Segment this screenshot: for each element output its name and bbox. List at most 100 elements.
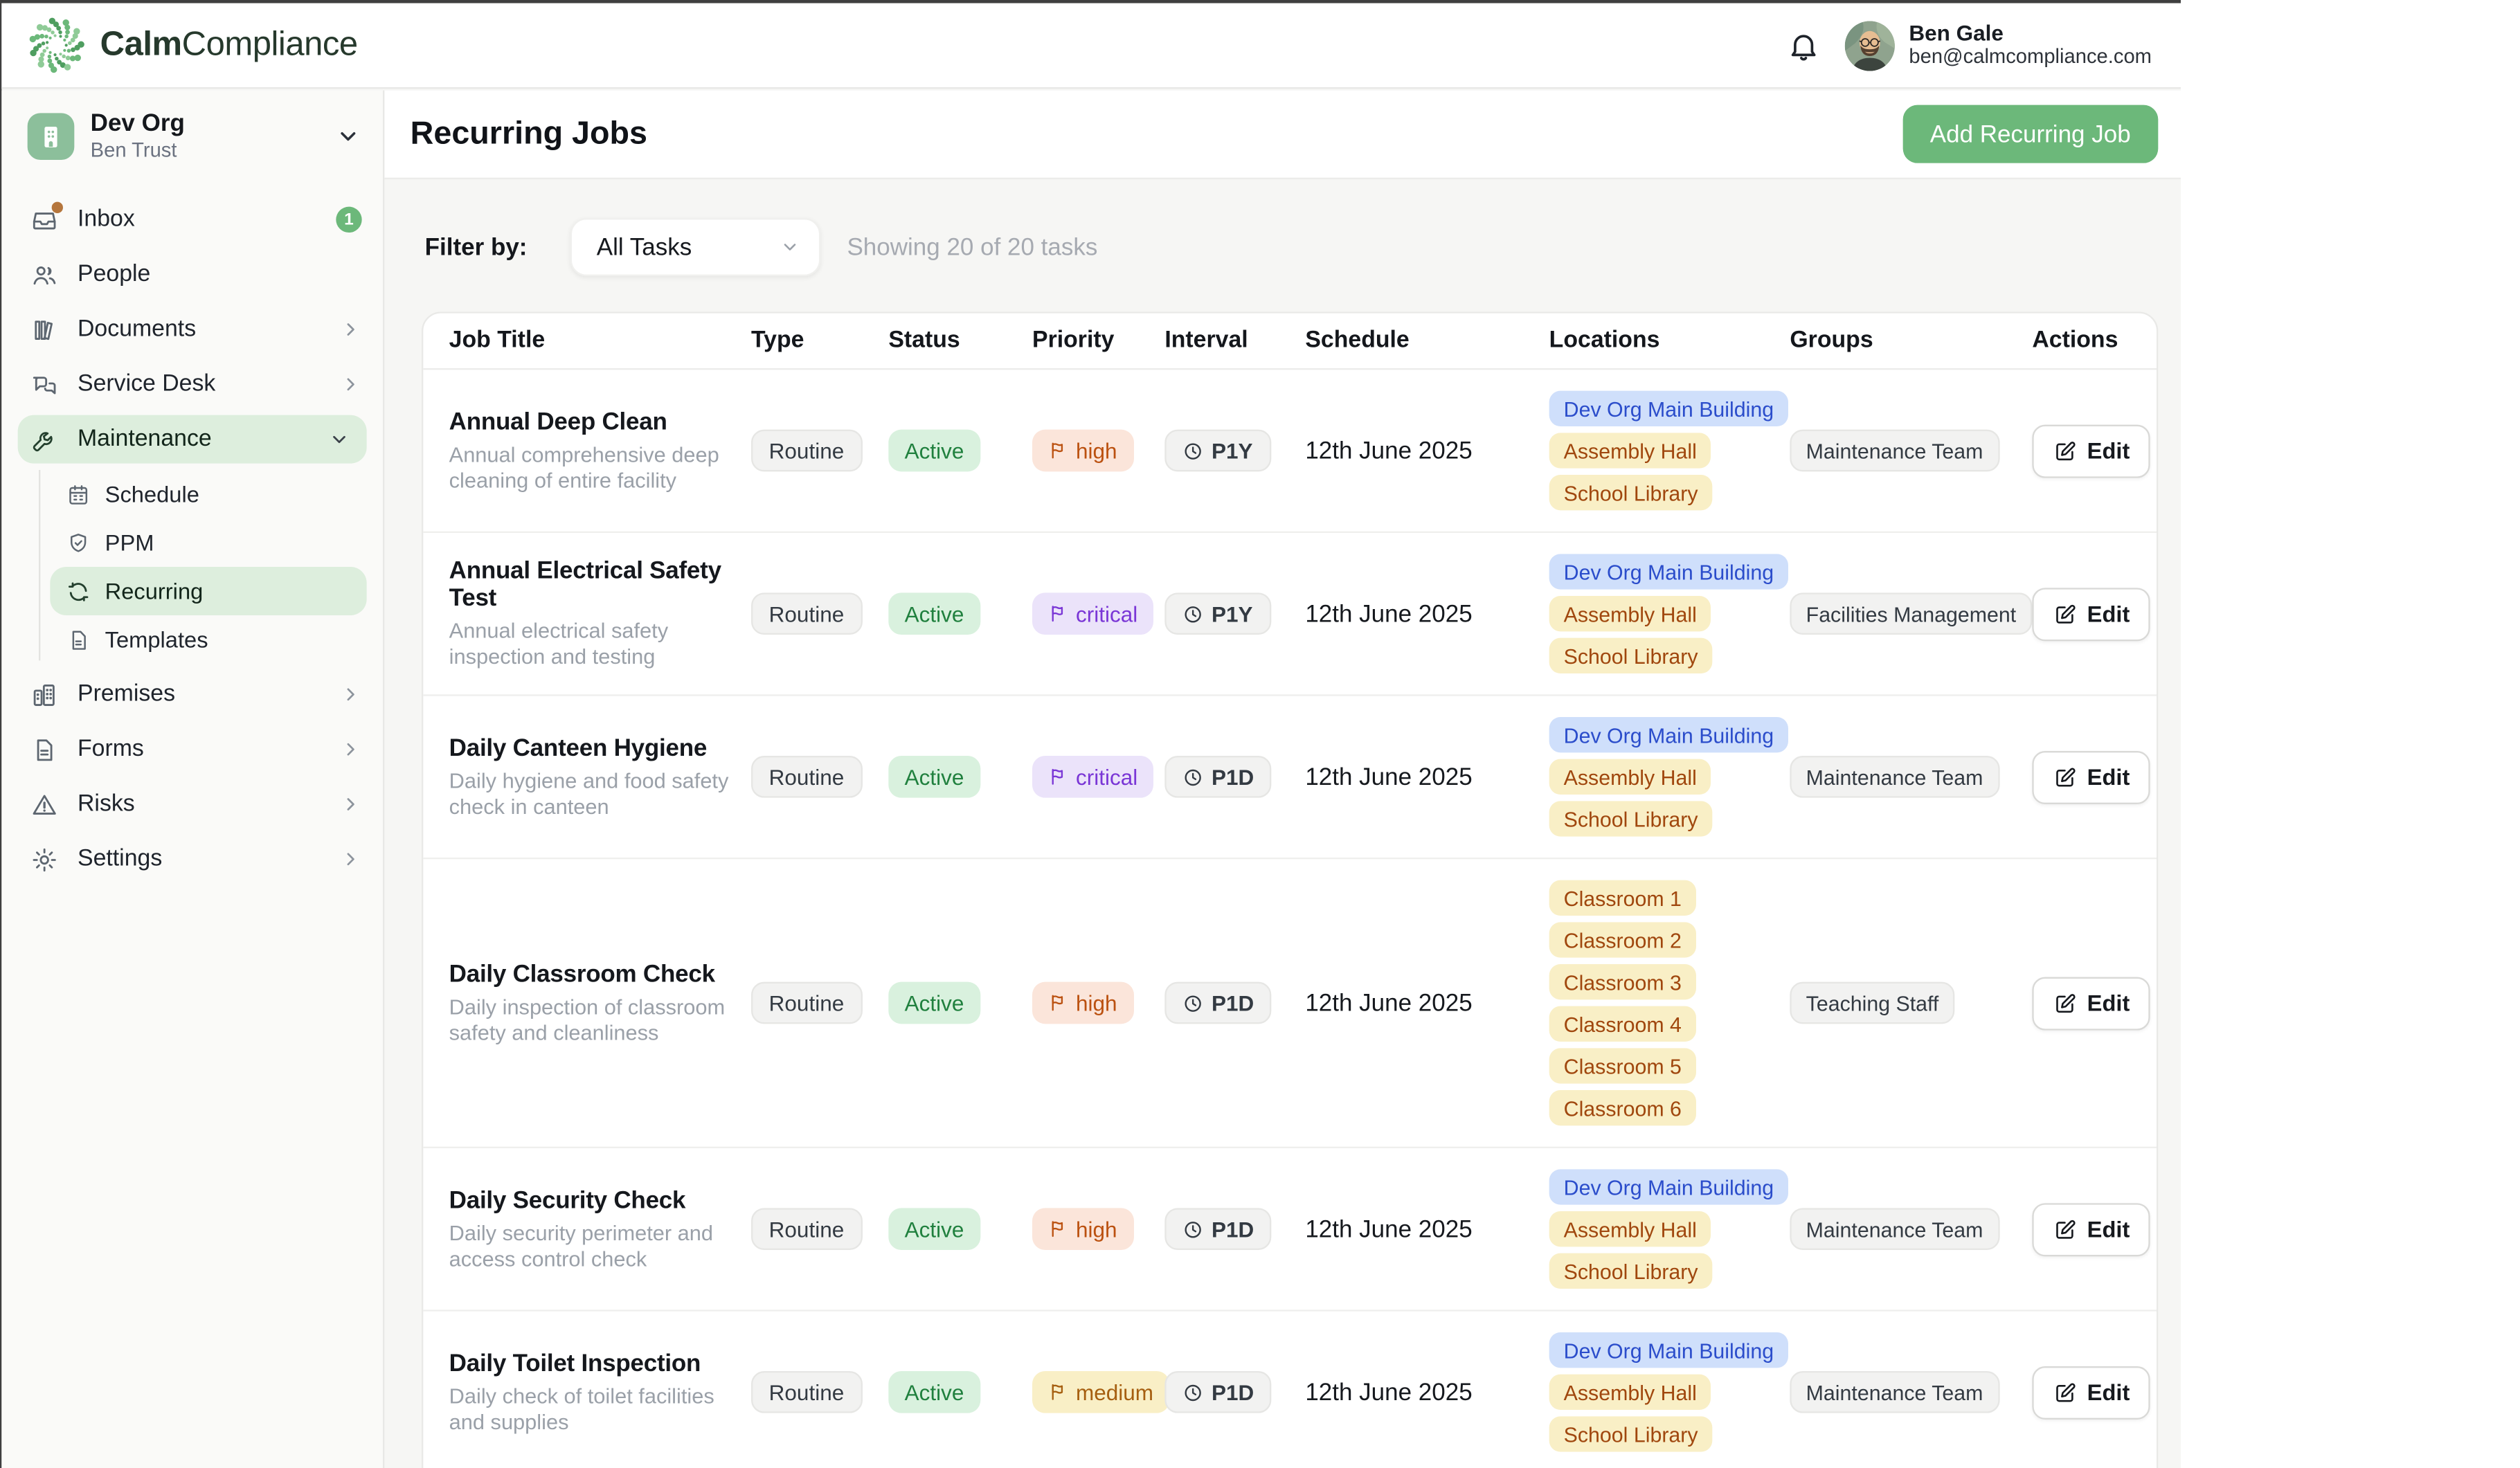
location-chip: School Library xyxy=(1549,637,1713,673)
locations-cell: Dev Org Main Building Assembly Hall School… xyxy=(1549,541,1790,687)
sidebar-item-schedule[interactable]: Schedule xyxy=(50,470,366,518)
table-header-cell: Groups xyxy=(1790,327,1873,354)
actions-cell: Edit xyxy=(2032,1202,2151,1256)
location-chip: Classroom 1 xyxy=(1549,880,1696,916)
sidebar-item-risks[interactable]: Risks xyxy=(1,777,383,831)
job-cell: Annual Deep Clean Annual comprehensive de… xyxy=(449,408,751,493)
priority-badge: medium xyxy=(1032,1370,1170,1413)
edit-button[interactable]: Edit xyxy=(2032,1202,2151,1256)
interval-cell: P1D xyxy=(1164,981,1305,1024)
table-header-cell: Priority xyxy=(1032,327,1115,354)
location-chip: Assembly Hall xyxy=(1549,1211,1711,1247)
type-badge: Routine xyxy=(750,755,862,798)
groups-cell: Facilities Management xyxy=(1790,592,2033,635)
job-description: Annual comprehensive deep cleaning of en… xyxy=(449,442,719,492)
job-cell: Annual Electrical Safety Test Annual elec… xyxy=(449,557,751,669)
sidebar-item-label: Maintenance xyxy=(77,426,212,453)
type-cell: Routine xyxy=(750,1370,888,1413)
org-selector[interactable]: Dev Org Ben Trust xyxy=(1,91,383,183)
table-row: Annual Electrical Safety Test Annual elec… xyxy=(423,533,2157,696)
interval-label: P1D xyxy=(1211,1379,1254,1404)
interval-cell: P1Y xyxy=(1164,592,1305,635)
group-badge: Maintenance Team xyxy=(1790,755,1999,798)
priority-label: critical xyxy=(1075,601,1138,626)
flag-icon xyxy=(1048,1382,1068,1402)
user-menu[interactable]: Ben Gale ben@calmcompliance.com xyxy=(1844,20,2152,71)
forms-icon xyxy=(30,736,58,763)
chevron-right-icon xyxy=(339,793,362,816)
status-cell: Active xyxy=(888,429,1032,472)
priority-cell: high xyxy=(1032,429,1164,472)
documents-icon xyxy=(30,316,58,343)
filter-label: Filter by: xyxy=(424,233,528,261)
location-chip: Dev Org Main Building xyxy=(1549,554,1789,590)
table-header-cell: Status xyxy=(888,327,960,354)
sidebar-item-settings[interactable]: Settings xyxy=(1,832,383,887)
sidebar-subitem-label: Recurring xyxy=(105,578,204,604)
sidebar-item-maintenance[interactable]: Maintenance xyxy=(17,415,367,464)
interval-label: P1D xyxy=(1211,764,1254,789)
sidebar-item-templates[interactable]: Templates xyxy=(50,615,366,664)
flag-icon xyxy=(1048,441,1068,460)
sidebar-item-label: People xyxy=(77,261,151,288)
edit-icon xyxy=(2053,601,2078,626)
job-title: Annual Deep Clean xyxy=(449,408,667,436)
location-chip: Assembly Hall xyxy=(1549,759,1711,795)
clock-icon xyxy=(1182,766,1203,787)
edit-label: Edit xyxy=(2087,1215,2130,1242)
filter-select[interactable]: All Tasks xyxy=(570,217,822,276)
table-header-cell: Type xyxy=(750,327,804,354)
sidebar-item-service-desk[interactable]: Service Desk xyxy=(1,357,383,412)
settings-icon xyxy=(30,845,58,873)
sidebar-item-recurring[interactable]: Recurring xyxy=(50,566,367,615)
sidebar-item-inbox[interactable]: Inbox 1 xyxy=(1,192,383,247)
sidebar-item-forms[interactable]: Forms xyxy=(1,722,383,777)
table-header-row: Job Title Type Status Priority Interval Sched… xyxy=(423,314,2157,370)
main-content: Recurring Jobs Add Recurring Job Filter … xyxy=(384,90,2181,1468)
job-description: Annual electrical safety inspection and … xyxy=(449,619,669,669)
table-row: Daily Toilet Inspection Daily check of to… xyxy=(423,1312,2157,1468)
interval-cell: P1D xyxy=(1164,755,1305,798)
flag-icon xyxy=(1048,767,1068,786)
job-cell: Daily Canteen Hygiene Daily hygiene and f… xyxy=(449,734,751,819)
edit-icon xyxy=(2053,1217,2078,1241)
brand-logo[interactable]: CalmCompliance xyxy=(28,16,358,74)
chevron-right-icon xyxy=(339,738,362,761)
edit-button[interactable]: Edit xyxy=(2032,750,2151,804)
location-chip: School Library xyxy=(1549,801,1713,837)
locations-cell: Dev Org Main Building Assembly Hall School… xyxy=(1549,378,1790,523)
group-badge: Maintenance Team xyxy=(1790,1208,1999,1250)
priority-cell: critical xyxy=(1032,755,1164,798)
priority-badge: high xyxy=(1032,1208,1133,1250)
flag-icon xyxy=(1048,1220,1068,1239)
sidebar-item-documents[interactable]: Documents xyxy=(1,302,383,356)
sidebar-item-people[interactable]: People xyxy=(1,247,383,302)
group-badge: Maintenance Team xyxy=(1790,1370,1999,1413)
sidebar-item-label: Premises xyxy=(77,681,176,707)
sidebar-item-premises[interactable]: Premises xyxy=(1,667,383,722)
edit-button[interactable]: Edit xyxy=(2032,587,2151,641)
job-title: Daily Toilet Inspection xyxy=(449,1349,701,1377)
actions-cell: Edit xyxy=(2032,424,2151,478)
add-recurring-job-button[interactable]: Add Recurring Job xyxy=(1902,105,2159,163)
status-cell: Active xyxy=(888,1370,1032,1413)
edit-button[interactable]: Edit xyxy=(2032,976,2151,1030)
notifications-bell-icon[interactable] xyxy=(1786,28,1820,62)
status-cell: Active xyxy=(888,592,1032,635)
app-window: CalmCompliance xyxy=(0,0,2181,1468)
edit-button[interactable]: Edit xyxy=(2032,1365,2151,1419)
table-header-cell: Job Title xyxy=(449,327,546,354)
locations-cell: Dev Org Main Building Assembly Hall School… xyxy=(1549,1157,1790,1302)
page-title: Recurring Jobs xyxy=(410,115,647,152)
schedule-date: 12th June 2025 xyxy=(1305,989,1473,1017)
priority-label: medium xyxy=(1075,1379,1154,1404)
sidebar-item-ppm[interactable]: PPM xyxy=(50,518,366,567)
sidebar-subitem-label: Schedule xyxy=(105,481,199,507)
type-badge: Routine xyxy=(750,429,862,472)
table-row: Daily Classroom Check Daily inspection of… xyxy=(423,859,2157,1148)
job-description: Daily hygiene and food safety check in c… xyxy=(449,768,729,818)
type-badge: Routine xyxy=(750,592,862,635)
edit-button[interactable]: Edit xyxy=(2032,424,2151,478)
location-chip: Dev Org Main Building xyxy=(1549,1332,1789,1368)
user-name: Ben Gale xyxy=(1909,20,2004,45)
